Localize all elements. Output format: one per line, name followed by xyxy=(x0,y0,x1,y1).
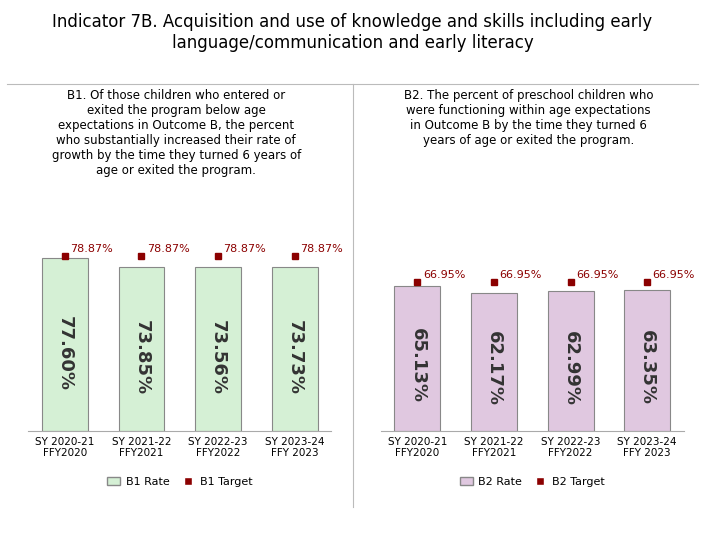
Text: 78.87%: 78.87% xyxy=(223,244,266,254)
Bar xyxy=(118,267,164,431)
Text: 73.85%: 73.85% xyxy=(133,320,150,395)
Legend: B2 Rate, B2 Target: B2 Rate, B2 Target xyxy=(455,472,610,491)
Bar xyxy=(195,267,241,431)
Bar xyxy=(624,290,670,431)
Bar xyxy=(548,291,594,431)
Bar xyxy=(42,258,88,431)
Text: 77.60%: 77.60% xyxy=(56,316,74,391)
Text: B2. The percent of preschool children who
were functioning within age expectatio: B2. The percent of preschool children wh… xyxy=(404,89,654,147)
Text: 73.56%: 73.56% xyxy=(209,320,227,395)
Text: 62.99%: 62.99% xyxy=(562,330,580,405)
Text: Indicator 7B. Acquisition and use of knowledge and skills including early
langua: Indicator 7B. Acquisition and use of kno… xyxy=(52,13,653,52)
Text: 66.95%: 66.95% xyxy=(576,271,618,280)
Text: B1. Of those children who entered or
exited the program below age
expectations i: B1. Of those children who entered or exi… xyxy=(51,89,301,177)
Text: 65.13%: 65.13% xyxy=(408,328,427,404)
Text: 78.87%: 78.87% xyxy=(147,244,190,254)
Bar xyxy=(395,286,441,431)
Text: 62.17%: 62.17% xyxy=(485,331,503,406)
Bar xyxy=(471,293,517,431)
Text: 66.95%: 66.95% xyxy=(652,271,695,280)
Text: 66.95%: 66.95% xyxy=(499,271,541,280)
Text: 66.95%: 66.95% xyxy=(423,271,465,280)
Text: 73.73%: 73.73% xyxy=(286,320,304,395)
Text: 78.87%: 78.87% xyxy=(70,244,113,254)
Text: 78.87%: 78.87% xyxy=(300,244,343,254)
Legend: B1 Rate, B1 Target: B1 Rate, B1 Target xyxy=(103,472,257,491)
Bar xyxy=(271,267,317,431)
Text: 63.35%: 63.35% xyxy=(638,330,656,405)
